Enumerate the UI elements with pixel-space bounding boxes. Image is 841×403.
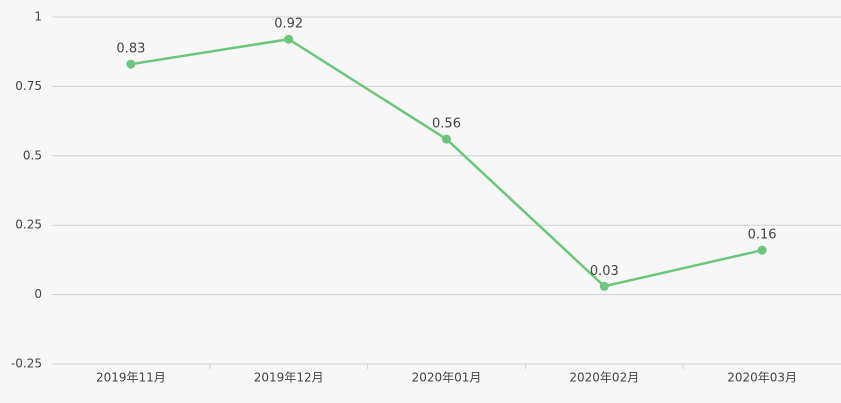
data-label: 0.56 xyxy=(432,117,461,132)
y-tick-label: 1 xyxy=(34,10,42,24)
point xyxy=(284,34,294,44)
point xyxy=(599,281,609,291)
x-tick-label: 2019年11月 xyxy=(96,371,166,385)
data-label: 0.03 xyxy=(590,264,619,279)
y-tick-label: 0 xyxy=(34,287,42,301)
data-label: 0.16 xyxy=(748,228,777,243)
y-tick-label: -0.25 xyxy=(11,357,42,371)
y-tick-label: 0.75 xyxy=(15,79,42,93)
x-tick-label: 2020年03月 xyxy=(727,371,797,385)
data-label: 0.92 xyxy=(274,17,303,32)
x-tick-label: 2020年02月 xyxy=(569,371,639,385)
point xyxy=(442,134,451,144)
y-tick-label: 0.5 xyxy=(23,148,42,162)
point xyxy=(126,59,136,69)
data-label: 0.83 xyxy=(116,42,145,57)
point xyxy=(757,245,767,255)
x-tick-label: 2020年01月 xyxy=(412,371,482,385)
y-tick-label: 0.25 xyxy=(15,218,42,232)
x-tick-label: 2019年12月 xyxy=(254,371,324,385)
